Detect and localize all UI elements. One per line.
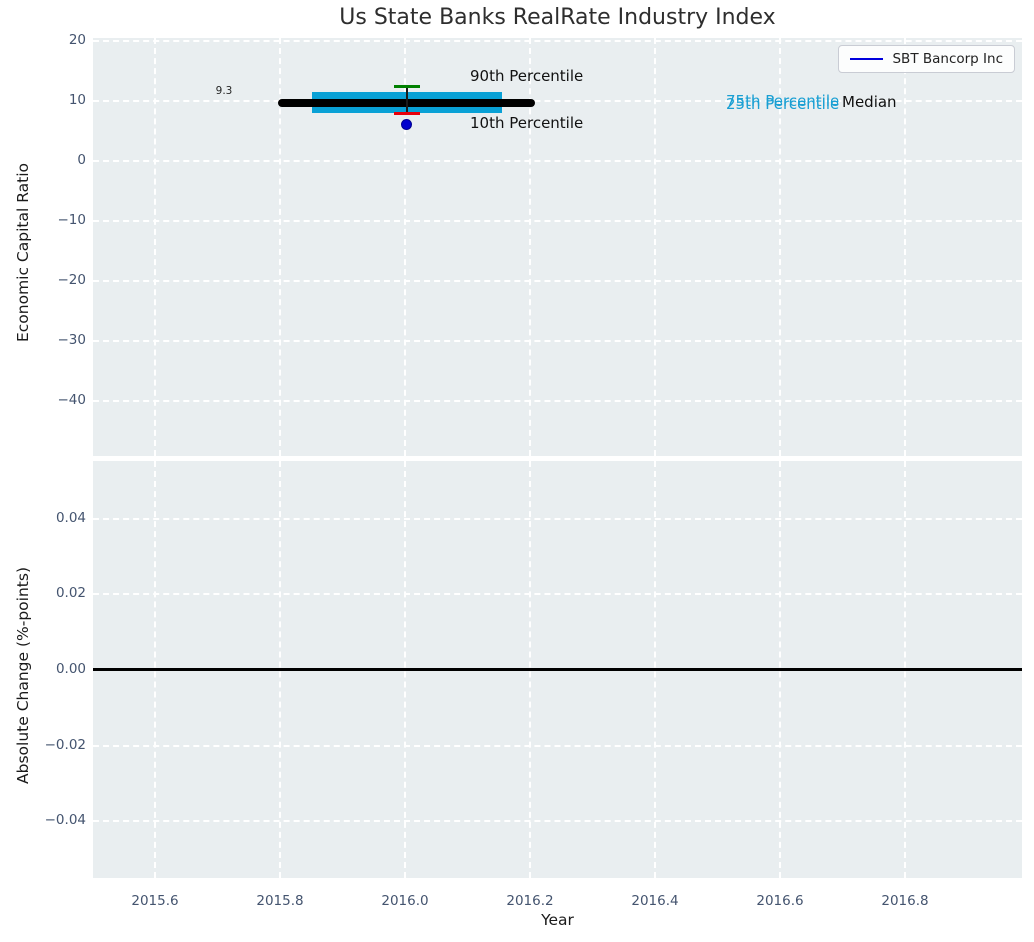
- p25-label: 25th Percentile: [726, 95, 840, 113]
- p90-label: 90th Percentile: [470, 67, 584, 85]
- p75-label: 75th Percentile: [726, 92, 840, 110]
- y-tick: −10: [57, 212, 87, 228]
- x-tick: 2015.6: [131, 893, 179, 909]
- y-tick: 0: [77, 152, 86, 168]
- x-tick: 2016.0: [381, 893, 429, 909]
- sbt-bancorp-data-point: [401, 119, 412, 130]
- y-tick: 0.04: [55, 510, 86, 526]
- zero-reference-line: [93, 668, 1022, 671]
- gridline-h: [93, 820, 1022, 822]
- y-tick: −30: [57, 332, 87, 348]
- percentile-whisker-line: [406, 87, 408, 115]
- gridline-h: [93, 400, 1022, 402]
- gridline-v: [279, 38, 281, 456]
- x-tick: 2015.8: [256, 893, 304, 909]
- y-tick: −0.02: [44, 737, 86, 753]
- y-tick: 20: [68, 32, 86, 48]
- gridline-h: [93, 40, 1022, 42]
- bottom-y-axis-label: Absolute Change (%-points): [14, 567, 32, 784]
- y-tick: 10: [68, 92, 86, 108]
- x-tick: 2016.4: [631, 893, 679, 909]
- y-tick: −20: [57, 272, 87, 288]
- chart-title: Us State Banks RealRate Industry Index: [339, 5, 776, 30]
- top-plot-area: 9.3 90th Percentile 10th Percentile 75th…: [93, 38, 1022, 456]
- y-tick: −0.04: [44, 812, 86, 828]
- p10-label: 10th Percentile: [470, 114, 584, 132]
- gridline-h: [93, 280, 1022, 282]
- x-axis-label: Year: [541, 911, 574, 929]
- y-tick: −40: [57, 392, 87, 408]
- median-text-label: Median: [842, 93, 897, 111]
- gridline-v: [654, 38, 656, 456]
- legend-line-sample: [850, 57, 884, 61]
- gridline-v: [779, 38, 781, 456]
- percentile-90-cap: [394, 85, 420, 88]
- gridline-v: [154, 38, 156, 456]
- median-value-label: 9.3: [215, 85, 233, 97]
- gridline-h: [93, 340, 1022, 342]
- gridline-h: [93, 100, 1022, 102]
- gridline-v: [404, 38, 406, 456]
- gridline-v: [904, 38, 906, 456]
- x-tick: 2016.8: [881, 893, 929, 909]
- gridline-h: [93, 160, 1022, 162]
- gridline-h: [93, 220, 1022, 222]
- percentile-10-cap: [394, 112, 420, 115]
- legend-label: SBT Bancorp Inc: [892, 51, 1003, 67]
- legend: SBT Bancorp Inc: [838, 45, 1015, 73]
- gridline-h: [93, 593, 1022, 595]
- gridline-v: [529, 38, 531, 456]
- y-tick: 0.02: [55, 585, 86, 601]
- x-tick: 2016.6: [756, 893, 804, 909]
- y-tick: 0.00: [55, 661, 86, 677]
- bottom-plot-area: [93, 461, 1022, 878]
- gridline-h: [93, 745, 1022, 747]
- gridline-h: [93, 518, 1022, 520]
- top-y-axis-label: Economic Capital Ratio: [14, 163, 32, 343]
- x-tick: 2016.2: [506, 893, 554, 909]
